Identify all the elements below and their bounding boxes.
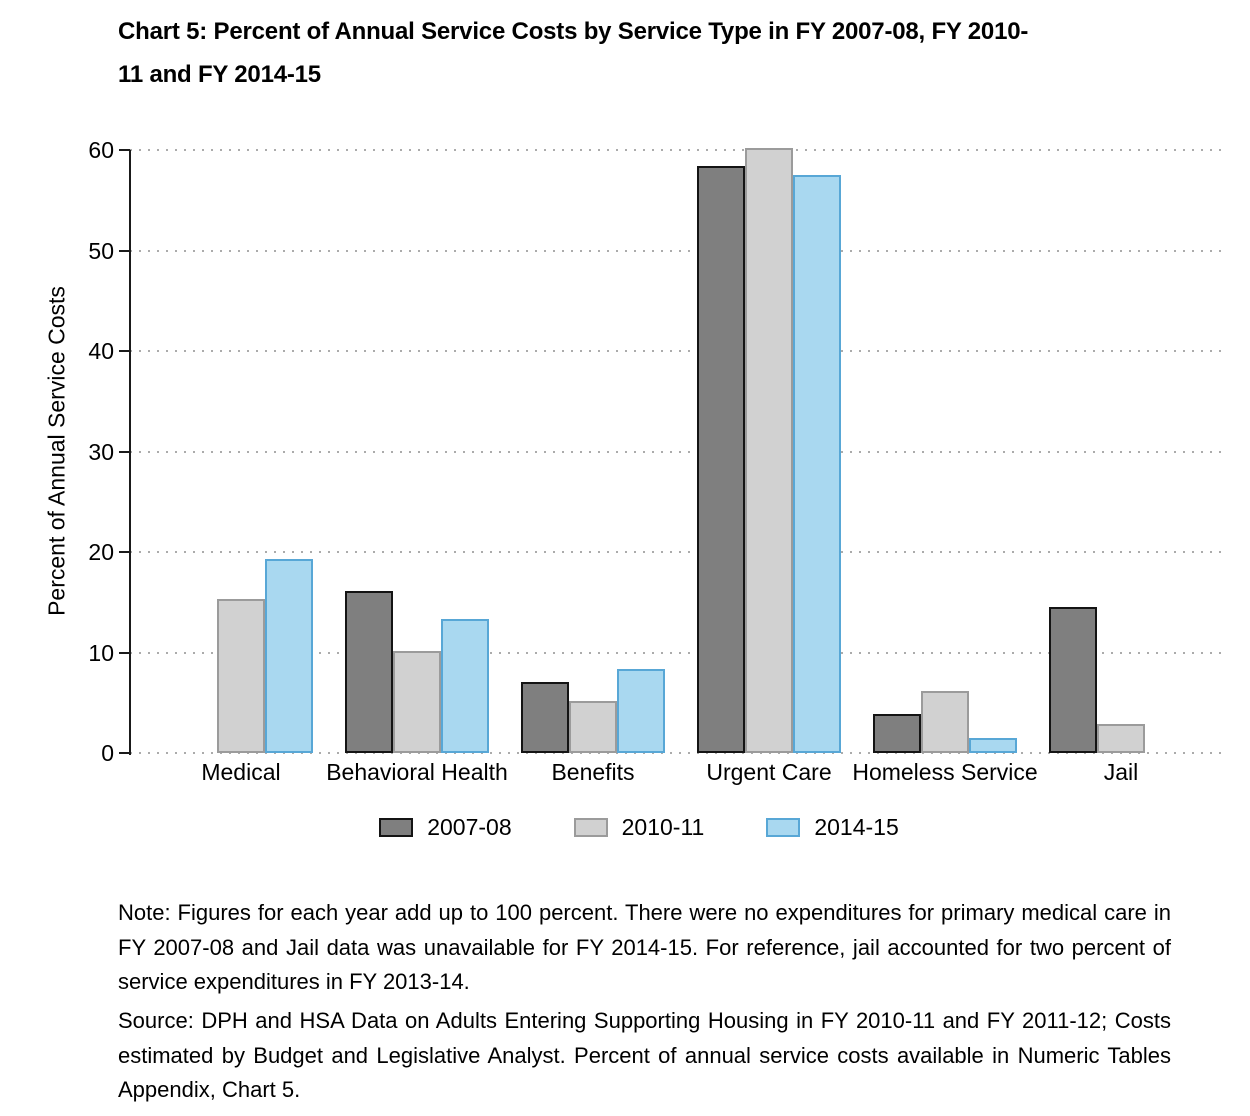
chart-title-line-1: Chart 5: Percent of Annual Service Costs…: [118, 18, 1029, 45]
bar-2007-08-jail: [1049, 607, 1097, 753]
bar-chart: Percent of Annual Service Costs 2007-08 2…: [14, 137, 1250, 841]
x-category-label-benefits: Benefits: [551, 759, 635, 785]
y-tick-label-0: 0: [101, 740, 114, 766]
note-text: Note: Figures for each year add up to 10…: [118, 900, 1171, 994]
bar-2014-15-medical: [265, 559, 313, 753]
bar-2010-11-homeless-service: [921, 690, 969, 753]
x-category-label-jail: Jail: [1103, 759, 1139, 785]
bar-2014-15-benefits: [617, 668, 665, 753]
bar-2014-15-homeless-service: [969, 737, 1017, 753]
bar-2010-11-urgent-care: [745, 148, 793, 753]
bar-2007-08-benefits: [521, 681, 569, 753]
legend-item-2014-15: 2014-15: [766, 814, 899, 841]
x-category-label-urgent-care: Urgent Care: [706, 759, 832, 785]
bar-2010-11-medical: [217, 599, 265, 753]
gridline-0: [130, 752, 1228, 754]
y-tick-label-50: 50: [88, 237, 114, 264]
gridline-40: [130, 350, 1228, 352]
x-category-label-behavioral-health: Behavioral Health: [326, 759, 508, 785]
gridline-50: [130, 249, 1228, 252]
bar-2007-08-behavioral-health: [345, 591, 393, 753]
bar-2007-08-urgent-care: [697, 166, 745, 753]
y-tick-label-60: 60: [88, 137, 114, 163]
legend-swatch-2014-15: [766, 818, 801, 837]
y-tick-60: [119, 149, 130, 151]
bar-2010-11-benefits: [569, 700, 617, 753]
gridline-10: [130, 651, 1228, 654]
y-tick-30: [119, 450, 130, 453]
legend-label-2014-15: 2014-15: [814, 814, 899, 840]
chart-title: Chart 5: Percent of Annual Service Costs…: [118, 10, 1028, 96]
x-category-label-medical: Medical: [201, 759, 281, 785]
y-axis-line: [129, 150, 131, 755]
bar-2010-11-jail: [1097, 723, 1145, 753]
chart-title-line-2: 11 and FY 2014-15: [118, 61, 321, 88]
bar-2007-08-homeless-service: [873, 713, 921, 753]
legend-label-2007-08: 2007-08: [427, 814, 512, 840]
y-tick-10: [119, 651, 130, 654]
y-tick-40: [119, 350, 130, 352]
legend-swatch-2007-08: [379, 818, 414, 837]
legend-label-2010-11: 2010-11: [621, 814, 705, 840]
y-tick-50: [119, 249, 130, 252]
bar-2014-15-behavioral-health: [441, 619, 489, 753]
gridline-60: [130, 149, 1228, 151]
gridline-30: [130, 450, 1228, 453]
y-tick-label-30: 30: [88, 438, 114, 465]
x-category-label-homeless-service: Homeless Service: [852, 759, 1038, 785]
legend-item-2007-08: 2007-08: [379, 814, 512, 841]
bar-2010-11-behavioral-health: [393, 650, 441, 753]
source-text: Source: DPH and HSA Data on Adults Enter…: [118, 1008, 1171, 1102]
bar-2014-15-urgent-care: [793, 175, 841, 753]
plot-area: [130, 148, 1228, 754]
y-tick-0: [119, 752, 130, 754]
y-tick-label-20: 20: [88, 539, 114, 565]
y-tick-label-40: 40: [88, 338, 114, 364]
legend-item-2010-11: 2010-11: [573, 814, 705, 841]
y-tick-20: [119, 551, 130, 553]
gridline-20: [130, 551, 1228, 553]
y-tick-label-10: 10: [88, 639, 114, 666]
legend: 2007-08 2010-11 2014-15: [14, 814, 1250, 841]
legend-swatch-2010-11: [573, 818, 608, 837]
